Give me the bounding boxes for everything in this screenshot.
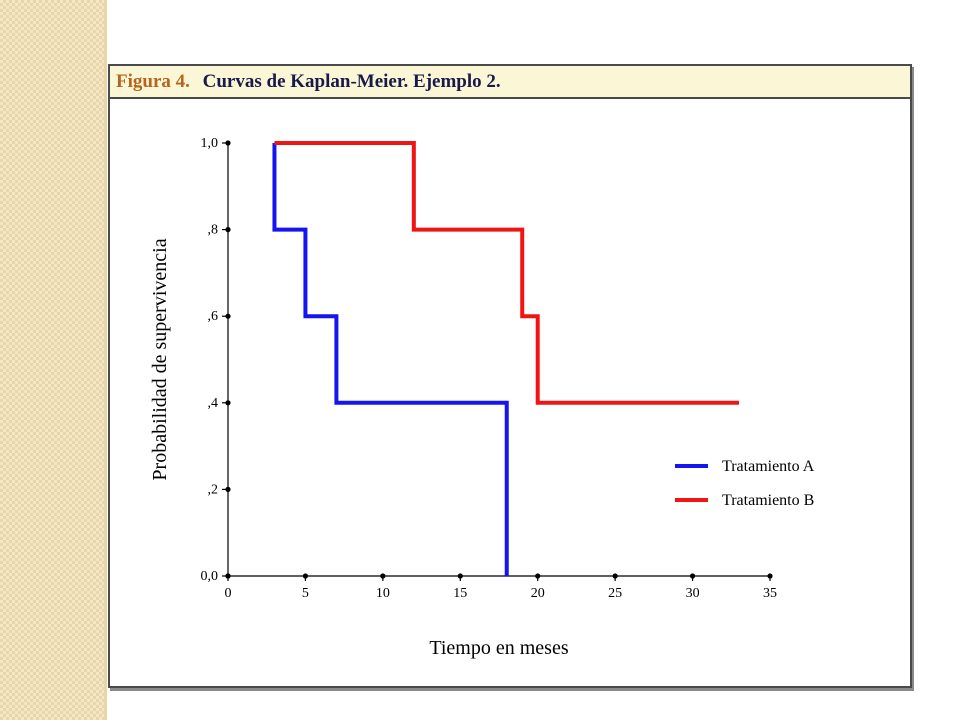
x-tick-dot [612, 573, 618, 579]
decorative-side-strip [0, 0, 104, 720]
figure-title: Curvas de Kaplan-Meier. Ejemplo 2. [202, 71, 501, 92]
x-tick-label: 10 [376, 586, 390, 601]
x-tick-dot [689, 573, 696, 579]
figure-number: Figura 4. [116, 71, 190, 92]
x-tick-label: 0 [225, 586, 232, 601]
kaplan-meier-chart: 0,0 ,2 ,4 ,6 ,8 1,0 0 5 10 15 20 25 30 35 Probabilid… [149, 136, 815, 659]
x-tick-dot [767, 573, 773, 579]
y-tick-dot [225, 400, 231, 406]
x-tick-dot [380, 573, 386, 579]
series-line-tratamiento-b [274, 141, 740, 405]
x-ticks-group: 0 5 10 15 20 25 30 35 [225, 573, 777, 601]
x-tick-dot [225, 573, 231, 579]
y-tick-dot [225, 313, 231, 319]
series-group [272, 141, 740, 576]
figure-header: Figura 4. Curvas de Kaplan-Meier. Ejempl… [110, 66, 910, 99]
legend-label-tratamiento-a: Tratamiento A [722, 458, 815, 475]
x-tick-label: 5 [302, 586, 309, 601]
y-tick-label: ,6 [208, 309, 219, 324]
series-line-tratamiento-a [272, 143, 509, 576]
x-tick-dot [535, 573, 541, 579]
y-ticks-group: 0,0 ,2 ,4 ,6 ,8 1,0 [201, 136, 231, 584]
y-axis-label: Probabilidad de supervivencia [149, 238, 171, 480]
y-tick-label: ,2 [208, 482, 219, 497]
y-tick-label: 1,0 [201, 136, 219, 151]
y-tick-dot [225, 486, 231, 492]
legend-label-tratamiento-b: Tratamiento B [722, 492, 814, 509]
y-tick-dot [225, 227, 231, 233]
legend: Tratamiento A Tratamiento B [675, 458, 815, 509]
x-tick-label: 30 [686, 586, 700, 601]
y-tick-label: 0,0 [201, 569, 219, 584]
x-tick-label: 25 [608, 586, 622, 601]
y-tick-label: ,8 [208, 223, 219, 238]
y-tick-label: ,4 [208, 396, 219, 411]
x-tick-label: 35 [763, 586, 777, 601]
x-axis-label: Tiempo en meses [429, 637, 568, 659]
figure-frame: Figura 4. Curvas de Kaplan-Meier. Ejempl… [108, 64, 912, 688]
x-tick-label: 20 [531, 586, 545, 601]
y-tick-dot [225, 140, 231, 146]
x-tick-dot [457, 573, 463, 579]
side-strip-edge [104, 0, 107, 720]
x-tick-label: 15 [453, 586, 467, 601]
figure-caption: Figura 4. Curvas de Kaplan-Meier. Ejempl… [116, 71, 501, 93]
x-tick-dot [302, 573, 309, 579]
